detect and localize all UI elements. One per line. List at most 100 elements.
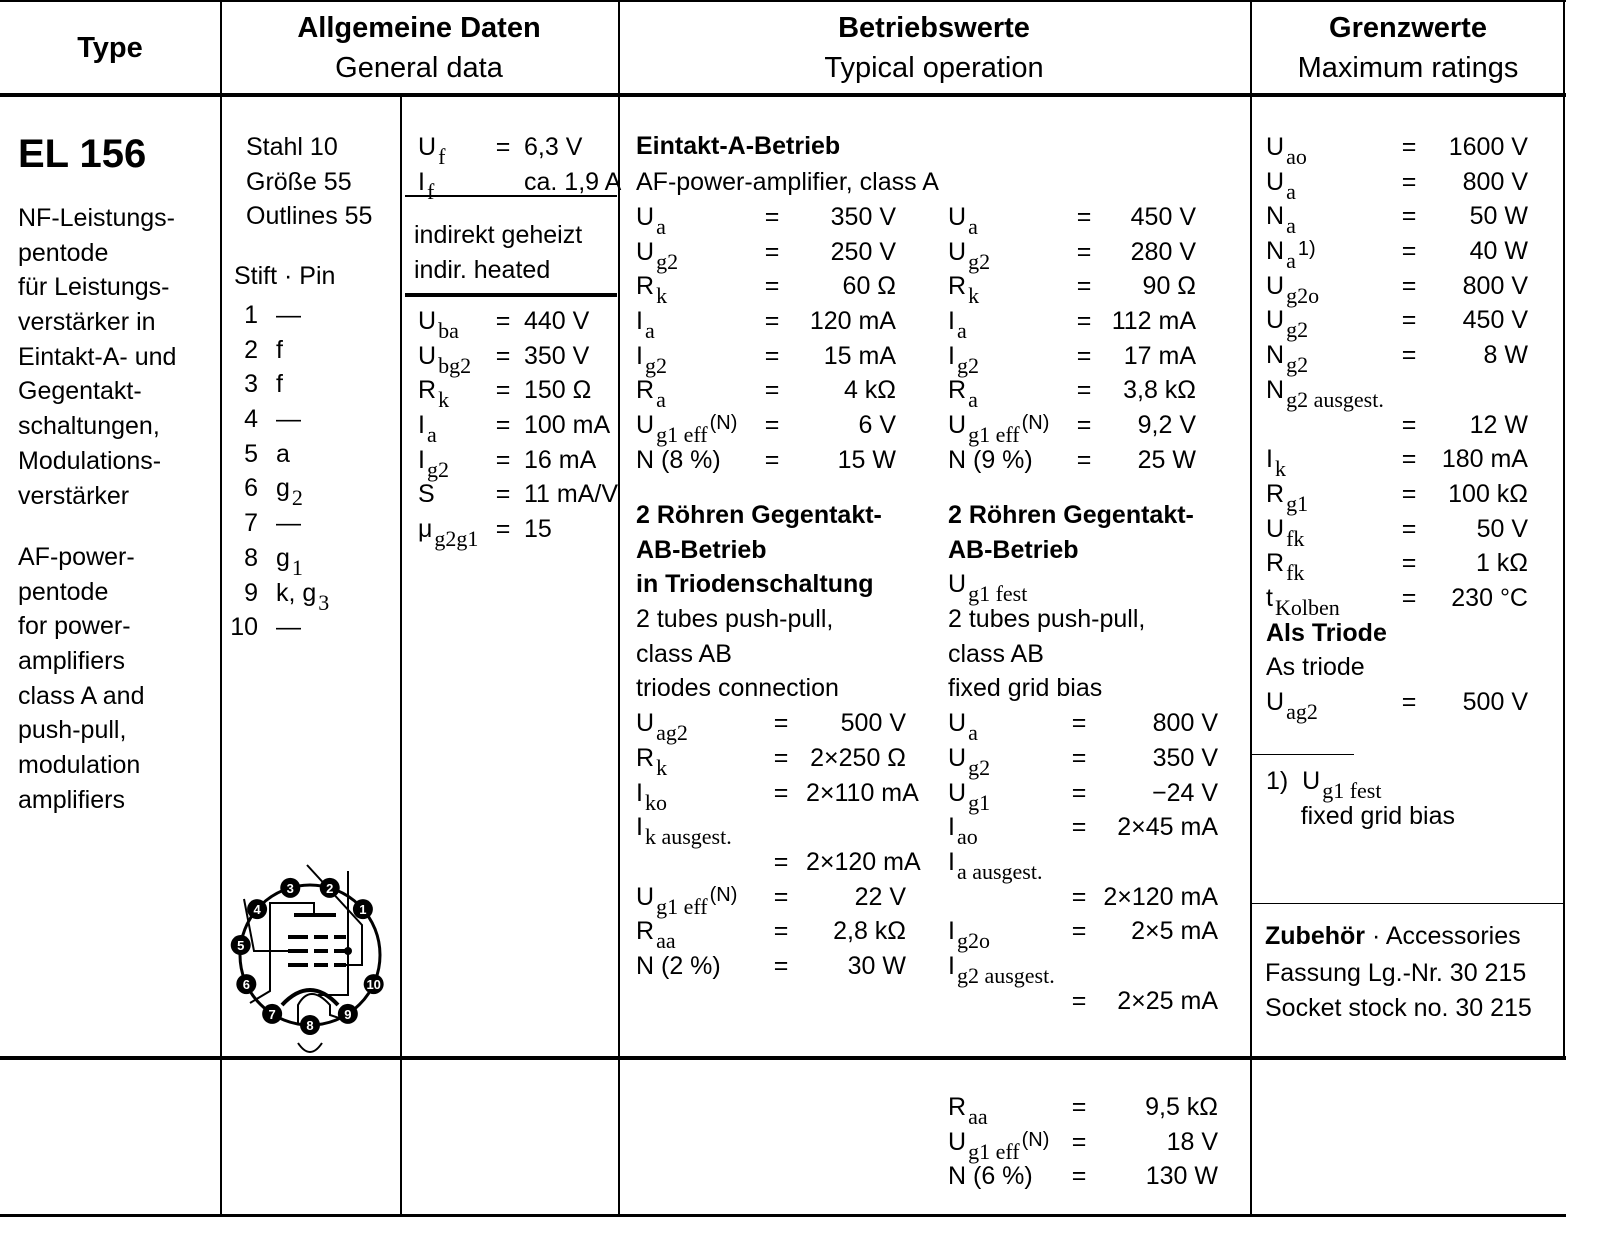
symbol-subscript: g2 ausgest.	[1286, 386, 1384, 412]
symbol-main: 1) U	[1266, 767, 1321, 795]
equals-sign: =	[1076, 341, 1092, 370]
symbol-subscript: g2	[426, 456, 449, 482]
param-value: 350 V	[830, 203, 896, 231]
symbol-subscript: ag2	[656, 720, 688, 746]
pin-number: 4	[244, 405, 258, 434]
symbol-main: U	[1266, 688, 1285, 716]
param-row: Ug2o = 800 V	[1266, 269, 1528, 308]
symbol-main: U	[948, 709, 967, 738]
symbol-note: (N)	[709, 883, 738, 906]
param-symbol: Ubg2	[418, 339, 488, 378]
param-value: 130 W	[1145, 1162, 1218, 1191]
symbol-main: R	[636, 743, 655, 772]
param-symbol: Ua	[636, 200, 756, 239]
symbol-subscript: g1 eff	[656, 893, 708, 919]
param-row: Uf = 6,3 V	[418, 130, 628, 169]
wiring	[243, 864, 363, 1004]
pin-subscript: 3	[318, 589, 330, 615]
symbol-main: U	[948, 1127, 967, 1156]
param-row: Ug2 = 280 V	[948, 235, 1196, 274]
text-line: for power-	[18, 612, 131, 641]
pin-function: f	[258, 333, 283, 368]
param-symbol: Ia	[948, 304, 1068, 343]
symbol-subscript: a	[968, 720, 978, 746]
symbol-main: U	[1266, 167, 1285, 196]
param-value: 3,8 kΩ	[1123, 376, 1196, 405]
param-row: Ik ausgest.	[636, 810, 906, 849]
symbol-subscript: fk	[1286, 525, 1305, 551]
symbol-subscript: g1 eff	[968, 422, 1020, 448]
symbol-main: U	[948, 203, 967, 231]
symbol-subscript: k ausgest.	[644, 824, 732, 850]
pin-label: f	[276, 335, 283, 364]
param-symbol: Ra	[636, 373, 756, 412]
text-line: class AB	[948, 639, 1044, 668]
param-value: 60 Ω	[842, 272, 896, 301]
symbol-main: U	[1266, 514, 1285, 543]
symbol-subscript: a	[426, 422, 437, 448]
equals-sign: =	[773, 709, 789, 738]
symbol-subscript: ko	[644, 789, 667, 815]
pin-dot	[230, 935, 251, 956]
pin-dot-label: 10	[366, 977, 380, 992]
param-symbol: If	[418, 165, 488, 204]
header-operation: Betriebswerte Typical operation	[824, 12, 1044, 84]
symbol-subscript: g2	[644, 352, 667, 378]
text-line: class A and	[18, 681, 145, 710]
param-row: Ug1 fest	[948, 567, 1218, 606]
equals-sign: =	[764, 203, 780, 231]
text-line: Outlines 55	[246, 202, 373, 231]
symbol-subscript: g1 fest	[1322, 778, 1382, 803]
symbol-main: I	[636, 813, 643, 842]
symbol-main: I	[948, 341, 955, 370]
pin-function: —	[258, 610, 301, 645]
equals-sign: =	[1071, 1093, 1087, 1121]
text-line: 2 Röhren Gegentakt-	[948, 501, 1194, 529]
param-value: 250 V	[830, 237, 896, 266]
symbol-subscript: g1	[1286, 490, 1309, 516]
symbol-subscript: k	[656, 283, 668, 309]
equals-sign: =	[1401, 514, 1417, 543]
param-symbol: Ia	[636, 304, 756, 343]
symbol-note: (N)	[1021, 1128, 1050, 1151]
equals-sign: =	[1401, 202, 1417, 231]
pin-number: 6	[244, 474, 258, 503]
param-value: 450 V	[1130, 203, 1196, 231]
symbol-subscript: ao	[1286, 144, 1307, 169]
header-general: Allgemeine Daten General data	[297, 12, 541, 84]
param-value: 800 V	[1462, 167, 1528, 196]
pin-dot-label: 1	[359, 902, 366, 917]
equals-sign: =	[495, 307, 511, 335]
symbol-main: R	[636, 376, 655, 405]
pin-function: g1	[258, 541, 303, 580]
equals-sign: =	[1401, 341, 1417, 370]
param-row: Ra = 3,8 kΩ	[948, 373, 1196, 412]
symbol-main: U	[948, 743, 967, 772]
symbol-subscript: g1 fest	[968, 581, 1028, 607]
equals-sign: =	[1401, 479, 1417, 508]
param-symbol: Ug2	[948, 235, 1068, 274]
pin-title: Stift · Pin	[234, 262, 336, 290]
symbol-main: I	[636, 307, 643, 336]
pin-number: 7	[244, 509, 258, 538]
symbol-main: S	[418, 480, 435, 509]
param-symbol: 1) Ug1 fest	[1266, 764, 1394, 803]
param-value: 17 mA	[1123, 341, 1196, 370]
text-line: 2 tubes push-pull,	[636, 605, 834, 634]
symbol-main: R	[948, 376, 967, 405]
divider-thick	[405, 293, 617, 297]
symbol-subscript: k	[656, 754, 668, 780]
param-row: If ca. 1,9 A	[418, 165, 628, 204]
equals-sign: =	[1071, 1162, 1087, 1191]
pin-label: —	[276, 301, 301, 329]
param-symbol: Na	[1266, 199, 1394, 238]
electrodes	[288, 913, 346, 967]
param-symbol: Rk	[948, 269, 1068, 308]
equals-sign: =	[1401, 410, 1417, 439]
pin-dot-label: 7	[269, 1007, 276, 1022]
symbol-subscript: aa	[968, 1104, 988, 1129]
param-row: Ra = 4 kΩ	[636, 373, 896, 412]
symbol-main: I	[418, 167, 425, 196]
param-value: 350 V	[1152, 743, 1218, 772]
param-row: Ua = 450 V	[948, 200, 1196, 239]
